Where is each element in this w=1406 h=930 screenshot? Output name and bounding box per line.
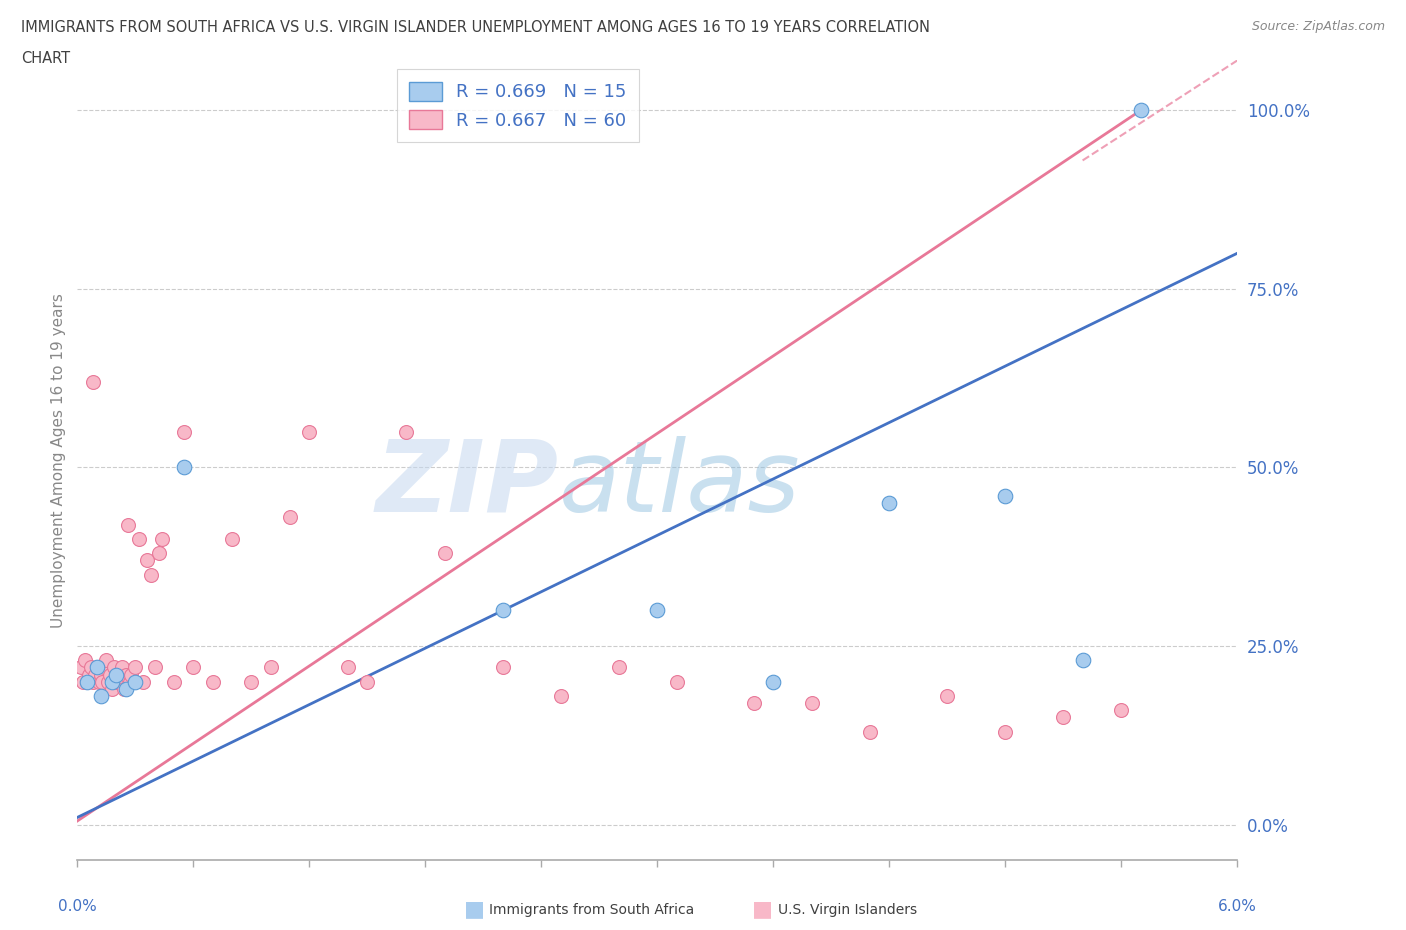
Text: Immigrants from South Africa: Immigrants from South Africa — [489, 902, 695, 917]
Point — [76, 674, 98, 689]
Point — [152, 531, 174, 546]
Text: Source: ZipAtlas.com: Source: ZipAtlas.com — [1251, 20, 1385, 33]
Point — [994, 488, 1017, 503]
Point — [72, 674, 94, 689]
Point — [118, 674, 141, 689]
Point — [124, 674, 146, 689]
Point — [433, 546, 456, 561]
Point — [221, 531, 243, 546]
Point — [128, 531, 150, 546]
Point — [114, 682, 136, 697]
Point — [395, 424, 418, 439]
Point — [111, 660, 134, 675]
Point — [201, 674, 224, 689]
Point — [98, 667, 121, 682]
Point — [82, 375, 104, 390]
Point — [492, 603, 515, 618]
Point — [645, 603, 669, 618]
Point — [86, 660, 108, 675]
Point — [492, 660, 515, 675]
Text: ■: ■ — [752, 899, 773, 920]
Point — [80, 660, 103, 675]
Point — [742, 696, 765, 711]
Point — [550, 688, 572, 703]
Point — [112, 682, 135, 697]
Point — [877, 496, 901, 511]
Point — [82, 674, 104, 689]
Point — [101, 682, 124, 697]
Point — [101, 674, 124, 689]
Point — [75, 653, 96, 668]
Point — [1052, 710, 1074, 724]
Point — [762, 674, 785, 689]
Point — [607, 660, 630, 675]
Point — [139, 567, 162, 582]
Point — [1129, 103, 1152, 118]
Legend: R = 0.669   N = 15, R = 0.667   N = 60: R = 0.669 N = 15, R = 0.667 N = 60 — [396, 70, 640, 142]
Text: CHART: CHART — [21, 51, 70, 66]
Point — [87, 674, 110, 689]
Point — [1071, 653, 1094, 668]
Point — [96, 653, 118, 668]
Point — [97, 674, 120, 689]
Point — [336, 660, 359, 675]
Point — [83, 667, 105, 682]
Point — [90, 688, 111, 703]
Point — [90, 667, 111, 682]
Point — [936, 688, 959, 703]
Point — [121, 667, 143, 682]
Point — [91, 674, 114, 689]
Point — [278, 510, 301, 525]
Text: atlas: atlas — [558, 436, 800, 533]
Point — [117, 517, 139, 532]
Point — [240, 674, 263, 689]
Point — [259, 660, 281, 675]
Point — [173, 460, 195, 475]
Point — [93, 660, 115, 675]
Point — [173, 424, 195, 439]
Point — [76, 674, 98, 689]
Point — [859, 724, 882, 739]
Point — [298, 424, 321, 439]
Point — [124, 660, 146, 675]
Point — [77, 667, 100, 682]
Text: IMMIGRANTS FROM SOUTH AFRICA VS U.S. VIRGIN ISLANDER UNEMPLOYMENT AMONG AGES 16 : IMMIGRANTS FROM SOUTH AFRICA VS U.S. VIR… — [21, 20, 931, 35]
Y-axis label: Unemployment Among Ages 16 to 19 years: Unemployment Among Ages 16 to 19 years — [51, 293, 66, 628]
Point — [132, 674, 155, 689]
Point — [356, 674, 378, 689]
Point — [108, 674, 131, 689]
Text: 0.0%: 0.0% — [58, 899, 97, 914]
Point — [70, 660, 93, 675]
Text: 6.0%: 6.0% — [1218, 899, 1257, 914]
Text: ■: ■ — [464, 899, 485, 920]
Text: ZIP: ZIP — [375, 436, 558, 533]
Point — [801, 696, 824, 711]
Point — [135, 552, 157, 567]
Point — [103, 660, 125, 675]
Point — [86, 660, 108, 675]
Point — [183, 660, 205, 675]
Point — [148, 546, 170, 561]
Point — [105, 667, 127, 682]
Point — [107, 667, 129, 682]
Point — [994, 724, 1017, 739]
Point — [114, 667, 136, 682]
Point — [143, 660, 166, 675]
Text: U.S. Virgin Islanders: U.S. Virgin Islanders — [778, 902, 917, 917]
Point — [163, 674, 186, 689]
Point — [105, 674, 127, 689]
Point — [1111, 703, 1133, 718]
Point — [665, 674, 688, 689]
